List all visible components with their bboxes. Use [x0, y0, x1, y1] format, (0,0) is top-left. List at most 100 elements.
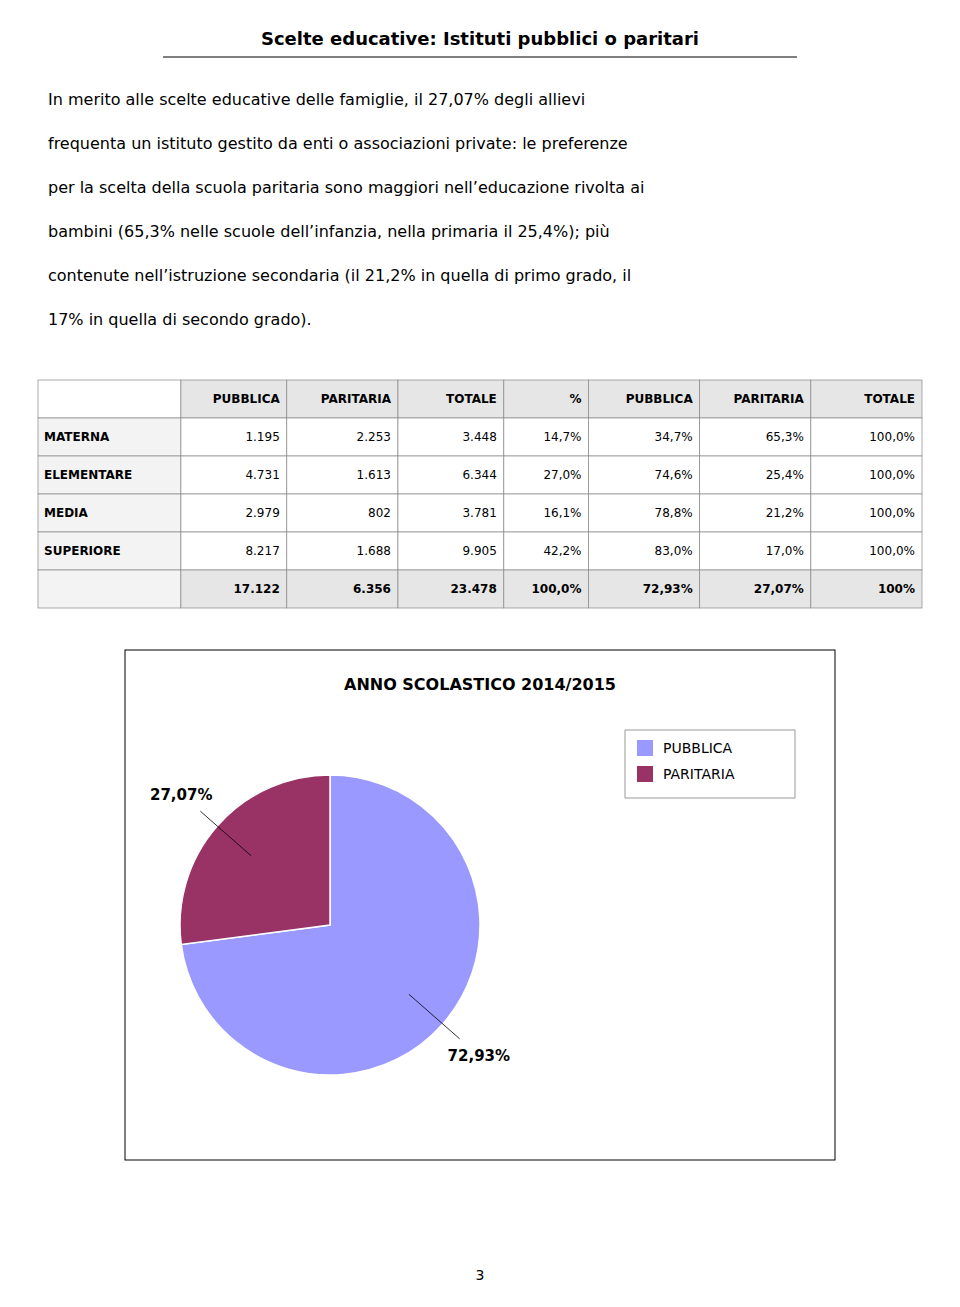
table-cell	[398, 494, 504, 532]
table-cell-text: 42,2%	[543, 544, 581, 558]
page: Scelte educative: Istituti pubblici o pa…	[0, 0, 960, 1307]
table-cell	[504, 380, 589, 418]
table-cell	[38, 418, 181, 456]
table-header: PUBBLICA	[626, 392, 694, 406]
table-cell	[398, 456, 504, 494]
table-cell	[287, 494, 398, 532]
table-cell-text: 100,0%	[869, 544, 915, 558]
table-cell-text: 3.781	[462, 506, 496, 520]
table-cell-text: 27,0%	[543, 468, 581, 482]
table-cell-text: 100,0%	[532, 582, 582, 596]
table-cell	[398, 532, 504, 570]
pie-frame	[125, 650, 835, 1160]
table-cell	[811, 418, 922, 456]
table-cell	[811, 532, 922, 570]
table-cell	[181, 494, 287, 532]
table-cell-text: 6.344	[462, 468, 496, 482]
title-underline	[163, 56, 797, 57]
table-cell	[700, 456, 811, 494]
table-header: PARITARIA	[734, 392, 805, 406]
body-line: bambini (65,3% nelle scuole dell’infanzi…	[48, 222, 610, 241]
table-cell	[700, 494, 811, 532]
chart-title: ANNO SCOLASTICO 2014/2015	[344, 675, 616, 694]
leader-line	[409, 994, 460, 1039]
table-cell	[287, 570, 398, 608]
table-cell	[398, 418, 504, 456]
table-cell	[589, 380, 700, 418]
table-cell	[811, 494, 922, 532]
table-cell-text: 1.613	[357, 468, 391, 482]
table-cell	[38, 456, 181, 494]
table-cell	[504, 456, 589, 494]
table-cell	[181, 418, 287, 456]
table-cell-text: 21,2%	[766, 506, 804, 520]
table-cell	[398, 570, 504, 608]
table-cell-text: 802	[368, 506, 391, 520]
table-cell	[287, 456, 398, 494]
table-cell-text: 65,3%	[766, 430, 804, 444]
table-cell	[811, 456, 922, 494]
table-cell-text: 9.905	[462, 544, 496, 558]
table-header: PARITARIA	[321, 392, 392, 406]
table-cell	[181, 570, 287, 608]
table-cell-text: 1.688	[357, 544, 391, 558]
table-header: %	[569, 392, 581, 406]
table-cell-text: SUPERIORE	[44, 544, 121, 558]
table-cell	[700, 380, 811, 418]
table-cell-text: ELEMENTARE	[44, 468, 132, 482]
legend-label: PUBBLICA	[663, 740, 733, 756]
pie	[180, 775, 480, 1075]
table-cell-text: 27,07%	[754, 582, 804, 596]
table-cell-text: 1.195	[245, 430, 279, 444]
table-cell-text: 3.448	[462, 430, 496, 444]
legend-item: PUBBLICA	[637, 740, 733, 756]
table-cell	[38, 570, 181, 608]
data-labels: 72,93% 27,07%	[150, 786, 510, 1065]
table-cell-text: MEDIA	[44, 506, 89, 520]
table-header: TOTALE	[446, 392, 497, 406]
table-cell-text: 100,0%	[869, 468, 915, 482]
page-title: Scelte educative: Istituti pubblici o pa…	[261, 28, 699, 49]
legend-item: PARITARIA	[637, 766, 735, 782]
data-label: 27,07%	[150, 786, 212, 804]
legend-label: PARITARIA	[663, 766, 735, 782]
body-line: frequenta un istituto gestito da enti o …	[48, 134, 628, 153]
table-cell	[287, 532, 398, 570]
table-cell-text: 23.478	[451, 582, 497, 596]
table-cell-text: 2.979	[245, 506, 279, 520]
body-line: contenute nell’istruzione secondaria (il…	[48, 266, 631, 285]
table-cell-text: 16,1%	[543, 506, 581, 520]
table-cell	[504, 570, 589, 608]
table-cell-text: 100%	[878, 582, 915, 596]
table-cell	[700, 570, 811, 608]
table-cell-text: 34,7%	[655, 430, 693, 444]
table-cell-text: 72,93%	[643, 582, 693, 596]
table-cell	[38, 532, 181, 570]
table-cell	[38, 380, 181, 418]
table-cell-text: 14,7%	[543, 430, 581, 444]
table-cell	[811, 380, 922, 418]
data-label: 72,93%	[448, 1047, 510, 1065]
page-number: 3	[476, 1267, 485, 1283]
table-cell	[700, 418, 811, 456]
table-cell-text: 6.356	[353, 582, 391, 596]
table-cell	[181, 456, 287, 494]
table-cell	[398, 380, 504, 418]
table-cell-text: 8.217	[245, 544, 279, 558]
table-cell-text: 100,0%	[869, 430, 915, 444]
body-line: 17% in quella di secondo grado).	[48, 310, 312, 329]
table-cell	[811, 570, 922, 608]
table-cell-text: 100,0%	[869, 506, 915, 520]
table-cell	[504, 494, 589, 532]
table-header: TOTALE	[864, 392, 915, 406]
table-cell	[589, 456, 700, 494]
table-cell	[287, 380, 398, 418]
table-cell	[589, 494, 700, 532]
table-cell-text: 4.731	[245, 468, 279, 482]
table-cell-text: MATERNA	[44, 430, 110, 444]
table-cell	[287, 418, 398, 456]
table-cell-text: 17.122	[233, 582, 279, 596]
table-cell	[589, 418, 700, 456]
table-cell-text: 78,8%	[655, 506, 693, 520]
table-cell-text: 74,6%	[655, 468, 693, 482]
